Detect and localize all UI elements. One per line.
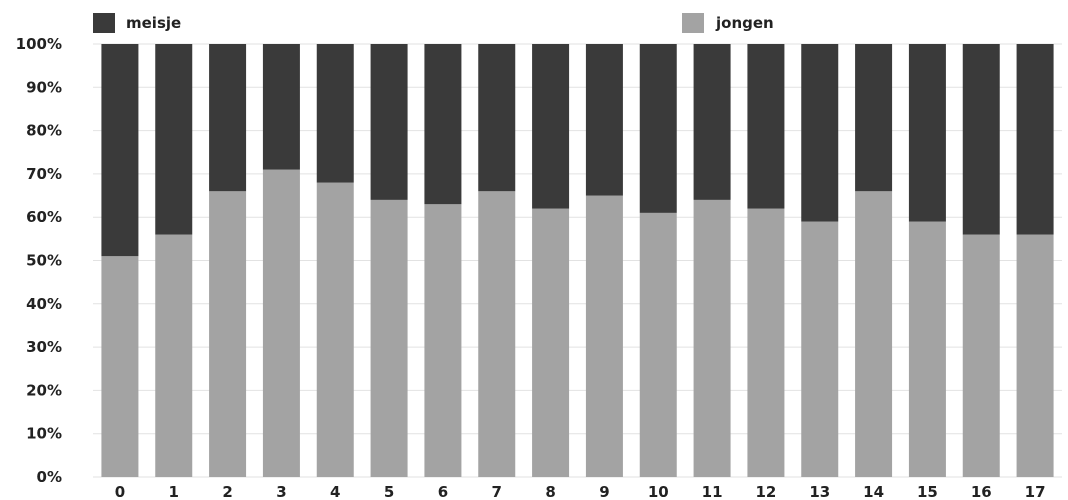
bar-meisje-14 bbox=[855, 44, 893, 192]
x-tick-label: 2 bbox=[222, 483, 232, 500]
y-tick-label: 80% bbox=[26, 122, 62, 140]
bar-meisje-12 bbox=[747, 44, 785, 209]
y-tick-label: 90% bbox=[26, 78, 62, 96]
x-tick-label: 5 bbox=[384, 483, 394, 500]
y-tick-label: 40% bbox=[26, 295, 62, 313]
x-tick-label: 16 bbox=[971, 483, 992, 500]
x-tick-label: 0 bbox=[115, 483, 125, 500]
y-tick-label: 30% bbox=[26, 338, 62, 356]
x-tick-label: 11 bbox=[702, 483, 723, 500]
x-tick-label: 6 bbox=[438, 483, 448, 500]
x-tick-label: 13 bbox=[809, 483, 830, 500]
bar-meisje-0 bbox=[101, 44, 139, 257]
bar-meisje-7 bbox=[478, 44, 516, 192]
bar-jongen-11 bbox=[693, 199, 731, 477]
x-tick-label: 10 bbox=[648, 483, 669, 500]
bar-meisje-10 bbox=[639, 44, 677, 213]
bar-jongen-17 bbox=[1016, 234, 1054, 477]
y-axis: 0% 10% 20% 30% 40% 50% 60% 70% 80% 90% 100% bbox=[16, 35, 62, 486]
bar-meisje-1 bbox=[155, 44, 193, 235]
x-tick-label: 7 bbox=[492, 483, 502, 500]
bar-meisje-13 bbox=[801, 44, 839, 222]
x-axis: 0 1 2 3 4 5 6 7 8 9 10 11 12 13 14 15 16 17 bbox=[115, 483, 1046, 500]
bar-jongen-7 bbox=[478, 191, 516, 477]
bar-meisje-9 bbox=[585, 44, 623, 196]
legend-swatch-meisje bbox=[93, 13, 115, 33]
bar-jongen-16 bbox=[962, 234, 1000, 477]
y-tick-label: 20% bbox=[26, 381, 62, 399]
legend: meisje jongen bbox=[93, 13, 774, 33]
bar-jongen-10 bbox=[639, 212, 677, 477]
y-tick-label: 70% bbox=[26, 165, 62, 183]
bar-jongen-14 bbox=[855, 191, 893, 477]
x-tick-label: 12 bbox=[755, 483, 776, 500]
x-tick-label: 15 bbox=[917, 483, 938, 500]
y-tick-label: 60% bbox=[26, 208, 62, 226]
bar-meisje-17 bbox=[1016, 44, 1054, 235]
bar-meisje-11 bbox=[693, 44, 731, 200]
bar-meisje-5 bbox=[370, 44, 408, 200]
bar-meisje-2 bbox=[209, 44, 247, 192]
bar-jongen-6 bbox=[424, 204, 462, 477]
bar-meisje-8 bbox=[532, 44, 570, 209]
bar-jongen-1 bbox=[155, 234, 193, 477]
bar-meisje-15 bbox=[908, 44, 946, 222]
x-tick-label: 1 bbox=[169, 483, 179, 500]
y-tick-label: 0% bbox=[37, 468, 62, 486]
bar-meisje-4 bbox=[316, 44, 354, 183]
x-tick-label: 14 bbox=[863, 483, 884, 500]
bar-meisje-6 bbox=[424, 44, 462, 205]
bar-jongen-0 bbox=[101, 256, 139, 477]
gridlines bbox=[93, 43, 1062, 478]
bar-jongen-9 bbox=[585, 195, 623, 478]
y-tick-label: 10% bbox=[26, 425, 62, 443]
x-tick-label: 3 bbox=[276, 483, 286, 500]
bars bbox=[101, 44, 1054, 478]
x-tick-label: 9 bbox=[599, 483, 609, 500]
x-tick-label: 8 bbox=[545, 483, 555, 500]
x-tick-label: 17 bbox=[1025, 483, 1046, 500]
bar-jongen-12 bbox=[747, 208, 785, 478]
bar-jongen-4 bbox=[316, 182, 354, 477]
bar-meisje-16 bbox=[962, 44, 1000, 235]
bar-jongen-13 bbox=[801, 221, 839, 477]
y-tick-label: 50% bbox=[26, 252, 62, 270]
bar-jongen-2 bbox=[209, 191, 247, 477]
bar-meisje-3 bbox=[262, 44, 300, 170]
legend-label-jongen: jongen bbox=[715, 14, 774, 32]
bar-jongen-8 bbox=[532, 208, 570, 478]
bar-jongen-15 bbox=[908, 221, 946, 477]
legend-swatch-jongen bbox=[682, 13, 704, 33]
legend-label-meisje: meisje bbox=[126, 14, 181, 32]
x-tick-label: 4 bbox=[330, 483, 340, 500]
y-tick-label: 100% bbox=[16, 35, 62, 53]
bar-jongen-3 bbox=[262, 169, 300, 477]
bar-jongen-5 bbox=[370, 199, 408, 477]
